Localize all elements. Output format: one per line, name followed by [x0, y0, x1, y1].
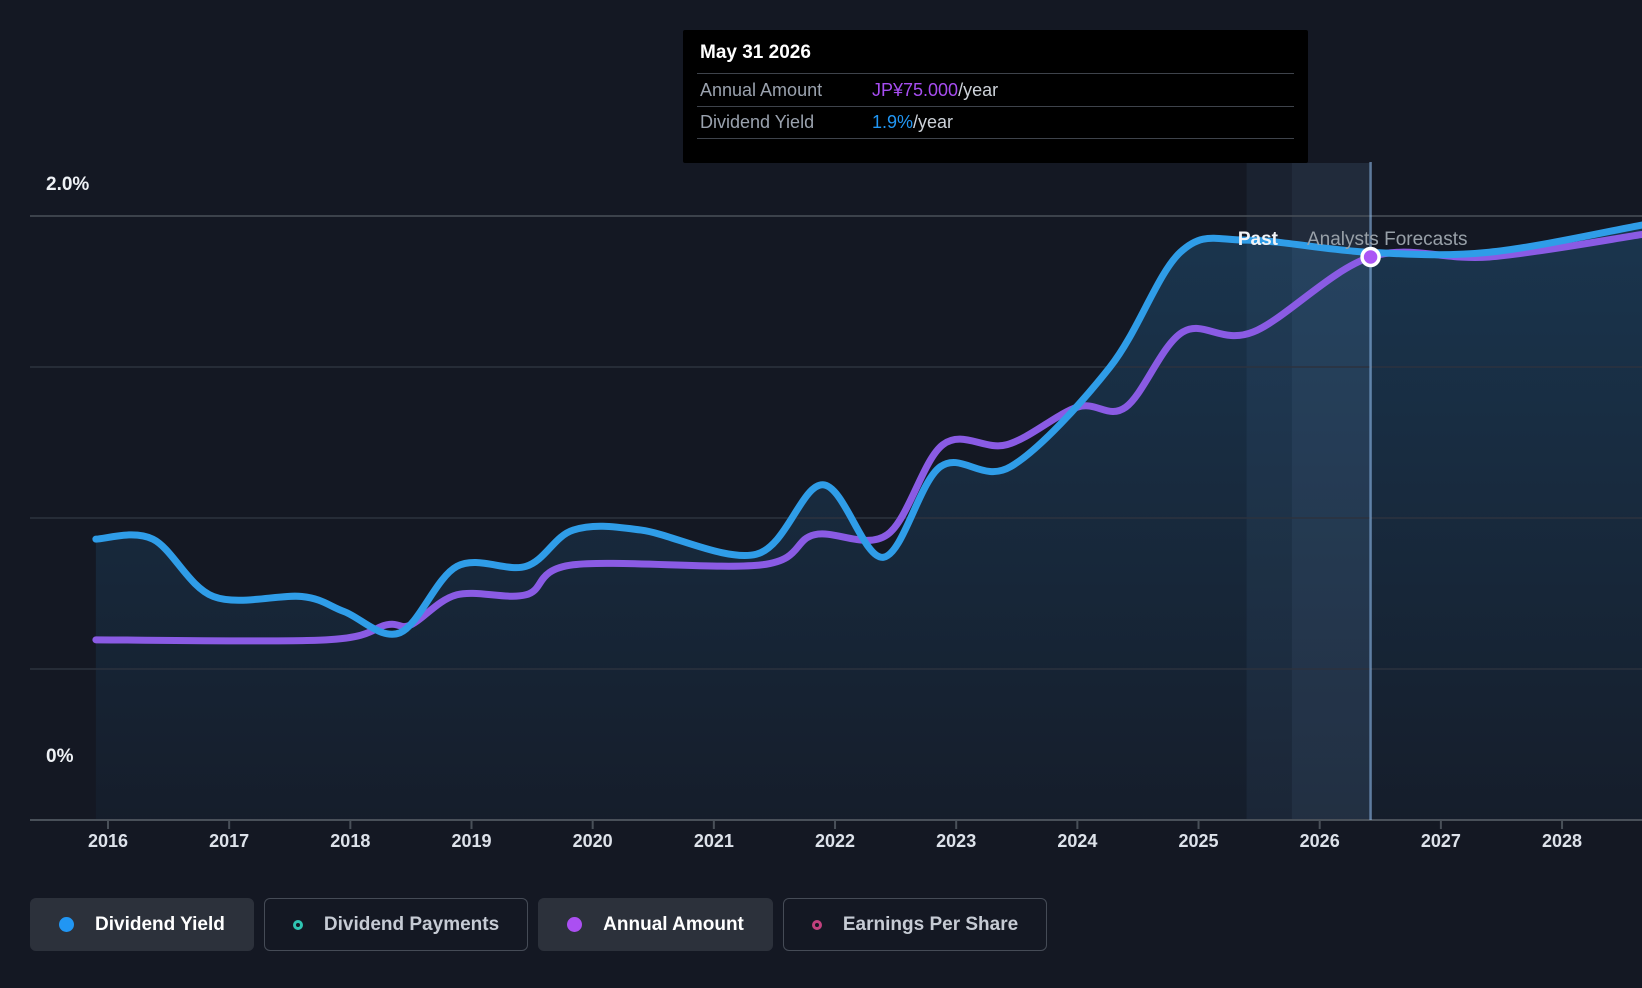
dividend-yield-marker-icon [59, 917, 74, 932]
past-label: Past [1237, 229, 1278, 250]
x-axis-label-2026: 2026 [1299, 831, 1340, 851]
x-axis-label-2021: 2021 [693, 831, 734, 851]
tooltip: May 31 2026 Annual Amount JP¥75.000 /yea… [683, 30, 1308, 163]
legend-label: Earnings Per Share [842, 913, 1019, 935]
tooltip-row-dividend-yield: Dividend Yield 1.9% /year [697, 106, 1294, 139]
tooltip-value-suffix: /year [958, 79, 999, 100]
y-axis-label-top: 2.0% [46, 174, 90, 195]
legend-label: Dividend Yield [95, 913, 225, 935]
x-axis-label-2020: 2020 [572, 831, 613, 851]
tooltip-value-suffix: /year [913, 112, 954, 132]
legend-annual-amount[interactable]: Annual Amount [538, 898, 773, 951]
x-axis-label-2027: 2027 [1420, 831, 1461, 851]
x-axis-label-2017: 2017 [209, 831, 250, 851]
forecast-band [1246, 163, 1292, 820]
tooltip-row-annual-amount: Annual Amount JP¥75.000 /year [697, 73, 1294, 106]
legend-dividend-yield[interactable]: Dividend Yield [30, 898, 254, 951]
hover-marker-dot [1360, 246, 1381, 268]
legend-label: Annual Amount [603, 913, 744, 935]
x-axis-label-2028: 2028 [1542, 831, 1583, 851]
x-axis-label-2023: 2023 [936, 831, 977, 851]
tooltip-label: Dividend Yield [700, 112, 815, 132]
earnings-per-share-marker-icon [811, 919, 822, 930]
legend-dividend-payments[interactable]: Dividend Payments [263, 898, 529, 951]
x-axis-label-2016: 2016 [87, 831, 129, 851]
x-axis-label-2019: 2019 [451, 831, 492, 851]
tooltip-value: JP¥75.000 [872, 79, 959, 100]
dividend-yield-line [92, 221, 1642, 638]
legend-label: Dividend Payments [323, 913, 500, 935]
dividend-yield-area [95, 225, 1642, 819]
analysts-forecasts-label: Analysts Forecasts [1307, 229, 1468, 250]
hover-highlight-band [1291, 163, 1371, 820]
x-axis-label-2024: 2024 [1057, 831, 1098, 851]
x-axis-label-2025: 2025 [1178, 831, 1219, 851]
annual-amount-marker-icon [567, 917, 583, 932]
legend: Dividend Yield Dividend Payments Annual Am… [30, 898, 1048, 951]
tooltip-label: Annual Amount [700, 79, 823, 100]
y-axis-label-bottom: 0% [46, 746, 74, 767]
x-axis-label-2018: 2018 [330, 831, 371, 851]
x-axis-label-2022: 2022 [814, 831, 856, 851]
legend-earnings-per-share[interactable]: Earnings Per Share [782, 898, 1048, 951]
tooltip-date: May 31 2026 [700, 42, 811, 63]
tooltip-value: 1.9% [872, 112, 914, 132]
dividend-payments-marker-icon [292, 919, 303, 930]
